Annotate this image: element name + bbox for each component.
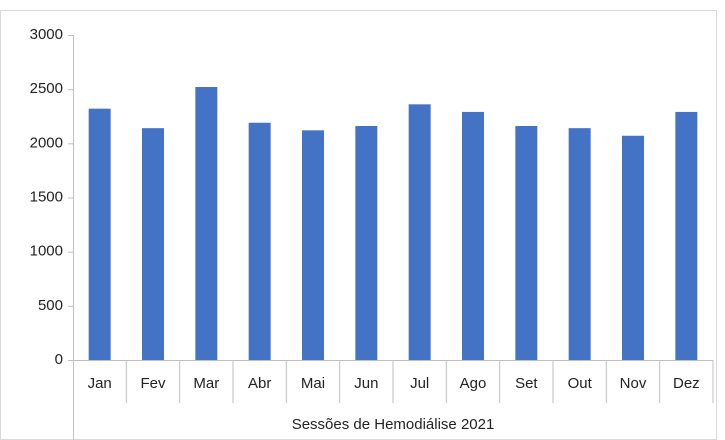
bar — [142, 128, 164, 360]
x-tick-label: Mar — [193, 375, 219, 392]
x-tick-label: Mai — [301, 375, 325, 392]
y-tick-label: 500 — [38, 297, 63, 314]
bar — [568, 128, 591, 360]
x-tick-label: Set — [515, 375, 538, 392]
y-tick-label: 2000 — [30, 134, 63, 151]
bar — [408, 104, 431, 360]
y-tick-label: 0 — [55, 351, 63, 368]
x-tick-label: Fev — [140, 375, 166, 392]
x-tick-label: Out — [568, 375, 593, 392]
x-tick-label: Jun — [354, 375, 378, 392]
bar — [88, 108, 111, 361]
y-tick-label: 1500 — [30, 188, 63, 205]
bar — [195, 87, 218, 360]
x-tick-label: Nov — [620, 375, 647, 392]
bar — [675, 111, 698, 361]
x-tick-label: Dez — [673, 375, 700, 392]
y-tick-label: 2500 — [30, 80, 63, 97]
y-tick-label: 1000 — [30, 243, 63, 260]
bar — [622, 135, 644, 360]
x-tick-label: Jan — [88, 375, 112, 392]
bar — [355, 126, 378, 360]
x-axis-title: Sessões de Hemodiálise 2021 — [292, 416, 495, 433]
x-tick-label: Jul — [410, 375, 429, 392]
x-tick-label: Abr — [248, 375, 271, 392]
bar — [515, 126, 538, 360]
x-tick-label: Ago — [460, 375, 487, 392]
bar — [302, 130, 324, 360]
bar — [248, 122, 271, 360]
bar — [462, 111, 484, 361]
y-tick-label: 3000 — [30, 26, 63, 43]
